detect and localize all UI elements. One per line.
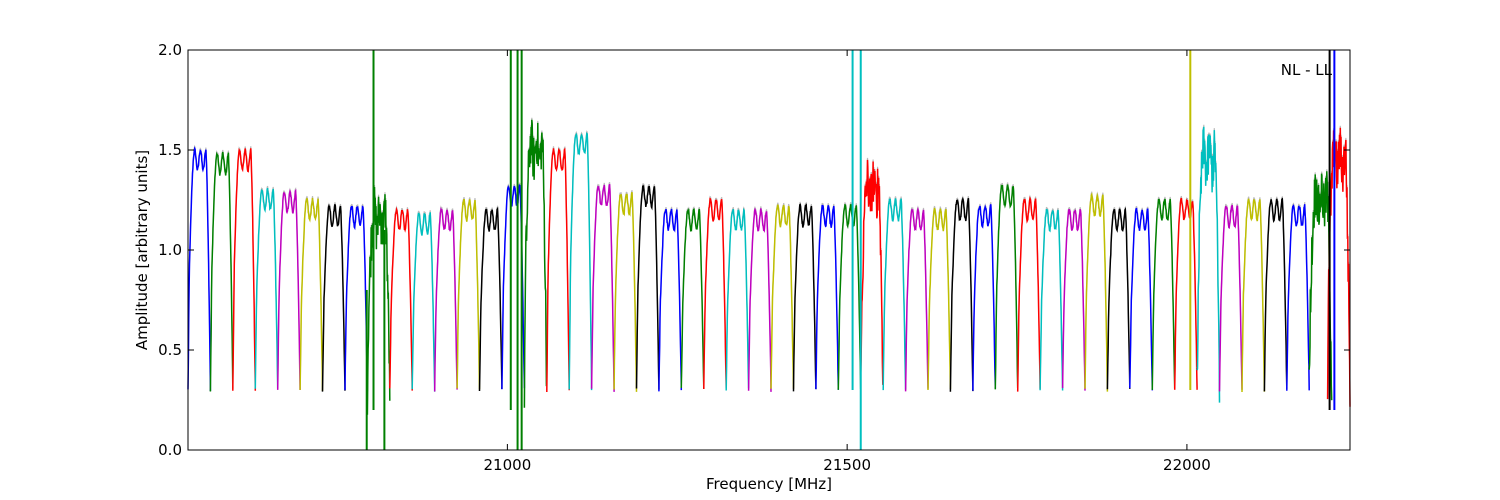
band-6-line: [321, 203, 346, 392]
band-4-line: [276, 188, 301, 390]
band-44-line: [1173, 197, 1198, 390]
y-axis-label: Amplitude [arbitrary units]: [133, 150, 151, 350]
series-layer: [187, 117, 1351, 415]
band-43-line: [1151, 198, 1176, 390]
x-tick-label-2: 22000: [1163, 456, 1211, 474]
band-48-line: [1263, 197, 1288, 392]
band-35-line: [972, 204, 997, 391]
band-25-line: [747, 207, 772, 392]
band-0-line: [187, 146, 212, 392]
y-tick-label-1: 0.5: [158, 341, 182, 359]
band-11-line: [433, 206, 458, 392]
band-5-line: [299, 197, 324, 392]
band-45-line: [1196, 126, 1221, 403]
y-tick-label-2: 1.0: [158, 241, 182, 259]
band-18-line: [590, 183, 615, 392]
band-40-line: [1084, 192, 1109, 392]
band-33-line: [927, 207, 952, 391]
band-12-line: [456, 198, 481, 390]
band-16-line: [546, 147, 570, 393]
band-27-line: [792, 203, 817, 392]
band-30-line: [859, 159, 884, 385]
band-22-line: [680, 207, 705, 389]
band-34-line: [949, 196, 974, 392]
band-23-line: [703, 197, 727, 390]
corner-annotation: NL - LL: [1281, 61, 1333, 79]
band-15-line: [523, 119, 548, 408]
band-47-line: [1241, 198, 1266, 393]
band-2-line: [232, 147, 257, 391]
band-17-line: [568, 131, 593, 391]
band-8-line: [366, 186, 391, 415]
band-13-line: [478, 206, 503, 392]
band-24-line: [725, 207, 750, 391]
band-31-line: [882, 198, 907, 391]
band-32-line: [904, 206, 929, 392]
band-1-line: [209, 151, 234, 392]
x-tick-label-1: 21500: [823, 456, 871, 474]
band-28-line: [815, 204, 840, 390]
band-19-line: [613, 192, 638, 392]
tick-layer: 21000 21500 22000 0.0 0.5 1.0 1.5 2.0: [158, 41, 1350, 474]
band-7-line: [344, 205, 369, 392]
band-10-line: [411, 212, 436, 392]
band-9-line: [389, 206, 413, 391]
y-tick-label-3: 1.5: [158, 141, 182, 159]
band-26-line: [770, 204, 795, 389]
band-29-line: [837, 203, 862, 390]
band-38-line: [1039, 208, 1064, 391]
band-14-line: [501, 183, 526, 390]
band-21-line: [658, 208, 683, 392]
band-50-line: [1308, 171, 1333, 401]
plot-background: [188, 50, 1350, 450]
band-20-line: [635, 184, 660, 390]
y-tick-label-4: 2.0: [158, 41, 182, 59]
spike-layer: [365, 50, 1336, 450]
band-41-line: [1106, 206, 1131, 390]
band-49-line: [1286, 204, 1310, 391]
band-37-line: [1016, 195, 1041, 392]
band-36-line: [994, 183, 1019, 390]
band-3-line: [254, 187, 279, 389]
band-51-line: [1326, 127, 1351, 407]
band-42-line: [1129, 207, 1154, 391]
band-39-line: [1061, 208, 1086, 391]
band-46-line: [1218, 204, 1243, 392]
x-tick-label-0: 21000: [484, 456, 532, 474]
y-tick-label-0: 0.0: [158, 441, 182, 459]
x-axis-label: Frequency [MHz]: [706, 475, 832, 493]
